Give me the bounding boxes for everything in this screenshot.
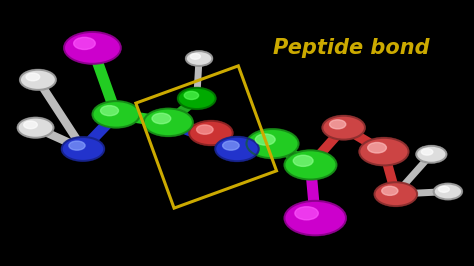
Circle shape [255,134,275,145]
Circle shape [322,116,365,140]
Circle shape [186,51,212,66]
Circle shape [69,141,85,150]
Circle shape [92,101,140,128]
Circle shape [100,106,118,116]
Circle shape [374,182,417,206]
Circle shape [73,37,95,49]
Circle shape [382,186,398,195]
Circle shape [246,129,299,158]
Circle shape [64,32,121,64]
Text: Peptide bond: Peptide bond [273,38,429,58]
Circle shape [62,137,104,161]
Circle shape [20,70,56,90]
Circle shape [189,121,233,145]
Circle shape [178,88,216,109]
Circle shape [26,73,40,81]
Circle shape [215,137,259,161]
Circle shape [434,184,462,200]
Circle shape [284,150,337,180]
Circle shape [191,54,201,59]
Circle shape [293,155,313,167]
Circle shape [438,186,449,192]
Circle shape [421,149,433,155]
Circle shape [184,92,199,99]
Circle shape [359,138,409,165]
Circle shape [368,143,386,153]
Circle shape [197,125,213,134]
Circle shape [24,121,37,129]
Circle shape [329,120,346,129]
Circle shape [284,201,346,235]
Circle shape [223,141,239,150]
Circle shape [416,146,447,163]
Circle shape [152,113,171,124]
Circle shape [18,118,54,138]
Circle shape [295,207,319,220]
Circle shape [144,109,193,136]
